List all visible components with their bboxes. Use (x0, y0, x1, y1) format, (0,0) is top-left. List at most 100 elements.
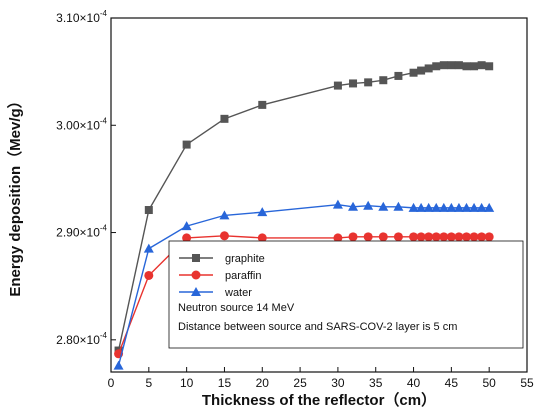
legend-box (168, 240, 524, 349)
x-tick-label: 5 (145, 376, 152, 390)
paraffin-point (484, 232, 494, 242)
graphite-point (485, 62, 494, 71)
x-axis-title: Thickness of the reflector（cm） (202, 391, 436, 409)
x-tick-label: 35 (369, 376, 383, 390)
paraffin-point (461, 232, 471, 242)
graphite-point (432, 62, 441, 71)
water-point (378, 201, 389, 211)
water-point (191, 287, 201, 296)
water-point (408, 202, 419, 212)
paraffin-point (182, 233, 192, 243)
paraffin-point (424, 232, 434, 242)
graphite-point (417, 66, 426, 75)
legend-label: paraffin (225, 270, 262, 282)
legend: graphite paraffin water Neutron source 14 M… (168, 240, 524, 349)
x-tick-label: 55 (520, 376, 534, 390)
paraffin-point (469, 232, 479, 242)
water-point (469, 202, 480, 212)
legend-entry-graphite: graphite (179, 253, 265, 265)
y-tick-mantissa: 2.90 (56, 226, 80, 240)
water-point (332, 199, 343, 209)
y-tick-mantissa: 3.00 (56, 118, 80, 132)
graphite-point (470, 62, 479, 71)
y-tick-base: ×10 (80, 11, 101, 25)
graphite-point (379, 76, 388, 85)
graphite-point (258, 100, 267, 109)
graphite-point (144, 206, 153, 215)
y-tick-labels: 2.80×10-42.90×10-43.00×10-43.10×10-4 (56, 9, 107, 347)
graphite-point (192, 254, 200, 262)
y-tick-base: ×10 (80, 118, 101, 132)
water-point (476, 202, 487, 212)
water-point (348, 201, 359, 211)
annotation-text: Neutron source 14 MeV (178, 302, 295, 314)
water-point (431, 202, 442, 212)
x-tick-label: 50 (483, 376, 497, 390)
paraffin-point (393, 232, 403, 242)
water-point (143, 243, 154, 253)
graphite-point (364, 78, 373, 87)
annotation-text: Distance between source and SARS-COV-2 l… (178, 321, 457, 333)
graphite-point (454, 61, 463, 70)
graphite-point (409, 68, 418, 77)
graphite-series (114, 61, 494, 355)
y-tick-label: 2.80×10-4 (56, 331, 107, 347)
x-tick-label: 45 (445, 376, 459, 390)
y-tick-exponent: -4 (100, 9, 108, 18)
legend-label: graphite (225, 253, 265, 265)
water-series (113, 199, 495, 370)
x-tick-label: 15 (218, 376, 232, 390)
y-tick-exponent: -4 (100, 224, 108, 233)
paraffin-point (333, 233, 343, 243)
graphite-point (333, 81, 342, 90)
paraffin-point (257, 233, 267, 243)
plot-frame (110, 17, 528, 373)
x-tick-label: 10 (180, 376, 194, 390)
graphite-point (439, 61, 448, 70)
graphite-point (349, 79, 358, 88)
graphite-point (394, 71, 403, 80)
y-tick-label: 2.90×10-4 (56, 224, 107, 240)
x-tick-label: 30 (331, 376, 345, 390)
water-point (181, 221, 192, 231)
water-point (446, 202, 457, 212)
paraffin-point (416, 232, 426, 242)
graphite-point (477, 61, 486, 70)
y-tick-mantissa: 2.80 (56, 333, 80, 347)
graphite-point (462, 62, 471, 71)
paraffin-point (477, 232, 487, 242)
graphite-point (424, 64, 433, 73)
paraffin-point (144, 270, 154, 280)
water-point (363, 200, 374, 210)
paraffin-point (431, 232, 441, 242)
y-axis-title: Energy deposition（Mev/g） (6, 93, 24, 296)
paraffin-point (446, 232, 456, 242)
water-point (438, 202, 449, 212)
y-tick-exponent: -4 (100, 331, 108, 340)
water-point (423, 202, 434, 212)
water-point (257, 207, 268, 217)
graphite-point (447, 61, 456, 70)
x-tick-label: 20 (256, 376, 270, 390)
y-tick-exponent: -4 (100, 116, 108, 125)
water-point (461, 202, 472, 212)
paraffin-point (454, 232, 464, 242)
series-layer (113, 61, 495, 370)
y-tick-mantissa: 3.10 (56, 11, 80, 25)
paraffin-point (439, 232, 449, 242)
paraffin-point (378, 232, 388, 242)
y-tick-base: ×10 (80, 333, 101, 347)
water-point (219, 210, 230, 220)
graphite-point (220, 114, 229, 123)
paraffin-point (219, 231, 229, 241)
y-tick-label: 3.00×10-4 (56, 116, 107, 132)
x-tick-label: 25 (293, 376, 307, 390)
legend-label: water (224, 287, 252, 299)
x-tick-labels: 0 5 10 15 20 25 30 35 40 45 50 55 (108, 376, 534, 390)
paraffin-point (409, 232, 419, 242)
paraffin-point (363, 232, 373, 242)
y-tick-label: 3.10×10-4 (56, 9, 107, 25)
x-tick-label: 0 (108, 376, 115, 390)
y-tick-base: ×10 (80, 226, 101, 240)
